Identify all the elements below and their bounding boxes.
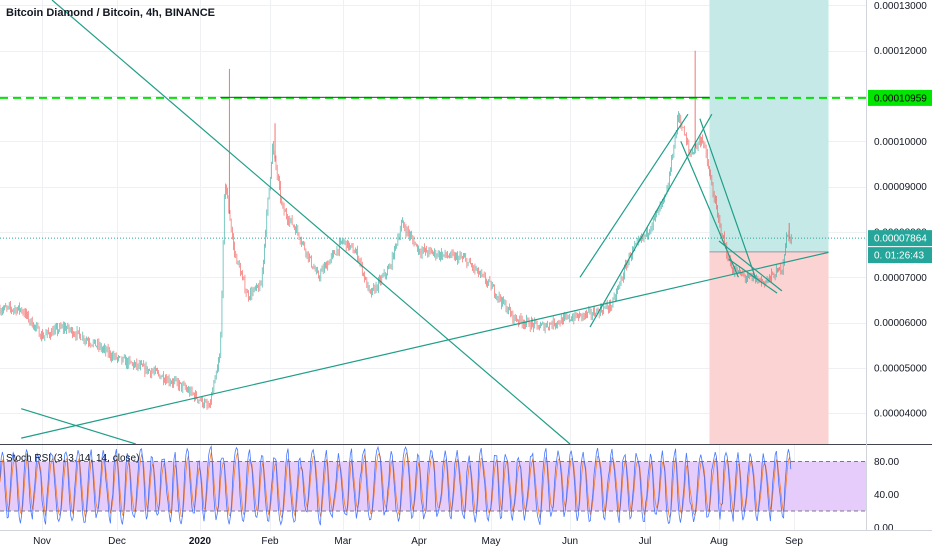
price-tick-label: 0.00006000 xyxy=(874,318,927,329)
time-tick-label: Dec xyxy=(108,536,126,547)
time-tick-label: May xyxy=(482,536,501,547)
rsi-tick-label: 80.00 xyxy=(874,457,899,468)
time-tick-label: Apr xyxy=(411,536,427,547)
trendline-7 xyxy=(699,118,756,278)
resistance-badge-label: 0.00010959 xyxy=(874,93,927,104)
trendline-8 xyxy=(718,240,783,292)
price-tick-label: 0.00010000 xyxy=(874,137,927,148)
time-tick-label: Nov xyxy=(33,536,51,547)
trendline-3 xyxy=(21,408,136,445)
trendline-2 xyxy=(51,0,571,445)
countdown-badge xyxy=(868,247,932,264)
time-tick-label: Mar xyxy=(334,536,352,547)
trendline-9 xyxy=(728,258,778,294)
time-tick-label: Aug xyxy=(710,536,728,547)
price-tick-label: 0.00013000 xyxy=(874,1,927,12)
rsi-series xyxy=(0,445,792,526)
price-axis[interactable]: 0.00004000 0.00005000 0.00006000 0.00007000… xyxy=(866,0,932,534)
price-axis-ticks: 0.00004000 0.00005000 0.00006000 0.00007000… xyxy=(874,1,927,420)
price-levels[interactable] xyxy=(0,96,866,239)
trendlines[interactable] xyxy=(21,0,829,445)
indicator-pane[interactable]: Stoch RSI (3, 3, 14, 14, close) xyxy=(0,445,866,530)
main-pane[interactable]: Bitcoin Diamond / Bitcoin, 4h, BINANCE xyxy=(0,0,866,445)
price-badges: 0.00010959 0.00007864 0. 01:26:43 xyxy=(868,89,932,264)
stoch-rsi-k-line xyxy=(0,445,792,526)
loss-zone xyxy=(709,251,829,444)
trendline-4 xyxy=(589,113,713,328)
current-price-badge xyxy=(868,230,932,247)
rsi-tick-label: 0.00 xyxy=(874,523,894,534)
chart-title: Bitcoin Diamond / Bitcoin, 4h, BINANCE xyxy=(6,7,215,19)
price-tick-label: 0.00009000 xyxy=(874,182,927,193)
price-tick-label: 0.00005000 xyxy=(874,363,927,374)
time-tick-label: Feb xyxy=(261,536,279,547)
time-tick-label: 2020 xyxy=(189,536,212,547)
stoch-rsi-d-line xyxy=(0,451,792,520)
time-tick-label: Jun xyxy=(562,536,578,547)
trade-zones[interactable] xyxy=(709,0,829,444)
indicator-label: Stoch RSI (3, 3, 14, 14, close) xyxy=(6,453,139,464)
time-tick-label: Sep xyxy=(785,536,803,547)
trendline-1 xyxy=(21,251,829,439)
price-tick-label: 0.00007000 xyxy=(874,273,927,284)
time-axis[interactable]: Nov Dec 2020 Feb Mar Apr May Jun Jul Aug Sep xyxy=(0,530,932,548)
rsi-tick-label: 40.00 xyxy=(874,490,899,501)
price-tick-label: 0.00004000 xyxy=(874,409,927,420)
countdown-badge-label: 0. 01:26:43 xyxy=(874,251,924,262)
profit-zone xyxy=(709,0,829,252)
current-price-badge-label: 0.00007864 xyxy=(874,234,927,245)
price-tick-label: 0.00012000 xyxy=(874,46,927,57)
trendline-5 xyxy=(579,113,689,278)
time-tick-label: Jul xyxy=(639,536,652,547)
time-axis-ticks: Nov Dec 2020 Feb Mar Apr May Jun Jul Aug Sep xyxy=(33,536,803,547)
trendline-6 xyxy=(680,141,739,278)
candlestick-series xyxy=(0,50,792,410)
rsi-axis-ticks: 80.00 40.00 0.00 xyxy=(874,457,899,534)
resistance-badge xyxy=(868,89,932,106)
